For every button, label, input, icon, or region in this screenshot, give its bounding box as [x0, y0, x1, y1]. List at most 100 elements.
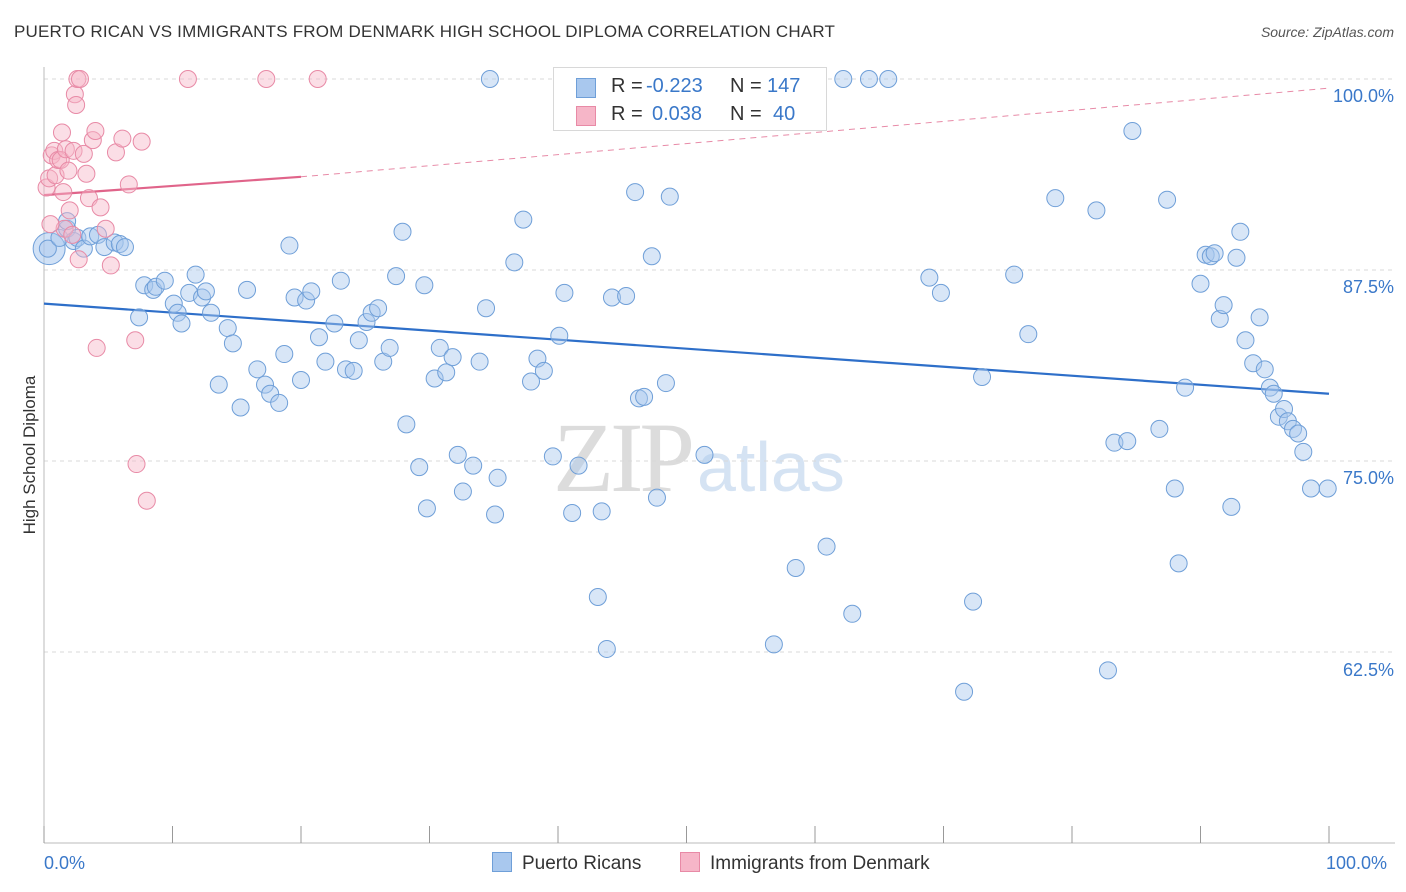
data-point-denmark: [113, 129, 132, 148]
data-point-puerto-ricans: [387, 267, 406, 286]
data-points: [32, 70, 1337, 701]
data-point-puerto-ricans: [110, 235, 129, 254]
data-point-puerto-ricans: [1244, 354, 1263, 373]
data-point-puerto-ricans: [202, 303, 221, 322]
x-tick-label-max: 100.0%: [1326, 853, 1388, 873]
data-point-denmark: [45, 141, 64, 160]
data-point-puerto-ricans: [470, 352, 489, 371]
data-point-puerto-ricans: [635, 387, 654, 406]
data-point-puerto-ricans: [270, 393, 289, 412]
data-point-puerto-ricans: [514, 210, 533, 229]
data-point-puerto-ricans: [1123, 121, 1142, 140]
data-point-puerto-ricans: [1289, 424, 1308, 443]
data-point-puerto-ricans: [68, 228, 87, 247]
data-point-puerto-ricans: [550, 326, 569, 345]
x-tick-label-min: 0.0%: [44, 853, 86, 873]
data-point-puerto-ricans: [931, 283, 950, 302]
data-point-puerto-ricans: [1264, 384, 1283, 403]
data-point-puerto-ricans: [647, 488, 666, 507]
data-point-puerto-ricans: [464, 456, 483, 475]
data-point-denmark: [60, 201, 79, 220]
data-point-puerto-ricans: [1005, 265, 1024, 284]
data-point-puerto-ricans: [1250, 308, 1269, 327]
bottom-legend-label: Immigrants from Denmark: [710, 853, 930, 874]
data-point-puerto-ricans: [231, 398, 250, 417]
bottom-legend-denmark: Immigrants from Denmark: [680, 852, 930, 875]
data-point-puerto-ricans: [297, 291, 316, 310]
data-point-puerto-ricans: [155, 271, 174, 290]
data-point-puerto-ricans: [95, 238, 114, 257]
data-point-puerto-ricans: [417, 499, 436, 518]
data-point-puerto-ricans: [1318, 479, 1337, 498]
bottom-legend-swatch-pink: [680, 852, 700, 872]
data-point-puerto-ricans: [453, 482, 472, 501]
data-point-denmark: [308, 70, 327, 88]
data-point-puerto-ricans: [302, 282, 321, 301]
data-point-puerto-ricans: [569, 456, 588, 475]
data-point-denmark: [64, 141, 83, 160]
data-point-puerto-ricans: [859, 70, 878, 88]
trend-line-denmark: [43, 175, 302, 197]
data-point-puerto-ricans: [563, 503, 582, 522]
data-point-denmark: [101, 256, 120, 275]
y-axis-label: High School Diploma: [20, 375, 39, 535]
y-tick-label-75: 75.0%: [1342, 468, 1394, 488]
data-point-puerto-ricans: [1191, 274, 1210, 293]
data-point-denmark: [91, 198, 110, 217]
data-point-denmark: [54, 183, 73, 202]
trend-lines: [43, 87, 1330, 395]
data-point-puerto-ricans: [1210, 309, 1229, 328]
legend-n-value: 40: [773, 103, 796, 125]
data-point-puerto-ricans: [393, 222, 412, 241]
legend-n-label: N =: [730, 75, 762, 97]
data-point-puerto-ricans: [223, 334, 242, 353]
data-point-puerto-ricans: [505, 253, 524, 272]
data-point-puerto-ricans: [1150, 419, 1169, 438]
data-point-puerto-ricans: [764, 635, 783, 654]
data-point-puerto-ricans: [285, 288, 304, 307]
data-point-puerto-ricans: [964, 592, 983, 611]
data-point-puerto-ricans: [331, 271, 350, 290]
data-point-puerto-ricans: [477, 299, 496, 318]
legend-n-label: N =: [730, 103, 762, 125]
data-point-puerto-ricans: [344, 361, 363, 380]
data-point-denmark: [119, 175, 138, 194]
data-point-puerto-ricans: [425, 369, 444, 388]
data-point-puerto-ricans: [534, 361, 553, 380]
data-point-denmark: [63, 225, 82, 244]
data-point-puerto-ricans: [695, 445, 714, 464]
data-point-puerto-ricans: [879, 70, 898, 88]
data-point-puerto-ricans: [1302, 479, 1321, 498]
gridlines: [44, 78, 1395, 653]
data-point-denmark: [137, 491, 156, 510]
data-point-denmark: [77, 164, 96, 183]
data-point-puerto-ricans: [38, 239, 57, 258]
data-point-denmark: [127, 455, 146, 474]
data-point-puerto-ricans: [1105, 433, 1124, 452]
data-point-puerto-ricans: [430, 338, 449, 357]
data-point-puerto-ricans: [1214, 296, 1233, 315]
data-point-puerto-ricans: [415, 276, 434, 295]
data-point-puerto-ricans: [209, 375, 228, 394]
data-point-puerto-ricans: [834, 70, 853, 88]
data-point-puerto-ricans: [955, 682, 974, 701]
data-point-denmark: [41, 215, 60, 234]
data-point-denmark: [178, 70, 197, 88]
data-point-puerto-ricans: [488, 468, 507, 487]
data-point-denmark: [70, 70, 89, 88]
bottom-legend-puerto-ricans: Puerto Ricans: [492, 852, 641, 875]
data-point-puerto-ricans: [218, 319, 237, 338]
data-point-puerto-ricans: [238, 280, 257, 299]
y-tick-label-62-5: 62.5%: [1342, 660, 1394, 680]
data-point-puerto-ricans: [1231, 222, 1250, 241]
data-point-puerto-ricans: [437, 363, 456, 382]
correlation-legend: R = -0.223 N = 147 R = 0.038 N = 40: [553, 67, 827, 131]
data-point-puerto-ricans: [309, 328, 328, 347]
data-point-puerto-ricans: [410, 458, 429, 477]
data-point-puerto-ricans: [1294, 442, 1313, 461]
y-tick-label-87-5: 87.5%: [1342, 277, 1394, 297]
data-point-denmark: [96, 219, 115, 238]
data-point-puerto-ricans: [555, 283, 574, 302]
data-point-puerto-ricans: [1222, 497, 1241, 516]
